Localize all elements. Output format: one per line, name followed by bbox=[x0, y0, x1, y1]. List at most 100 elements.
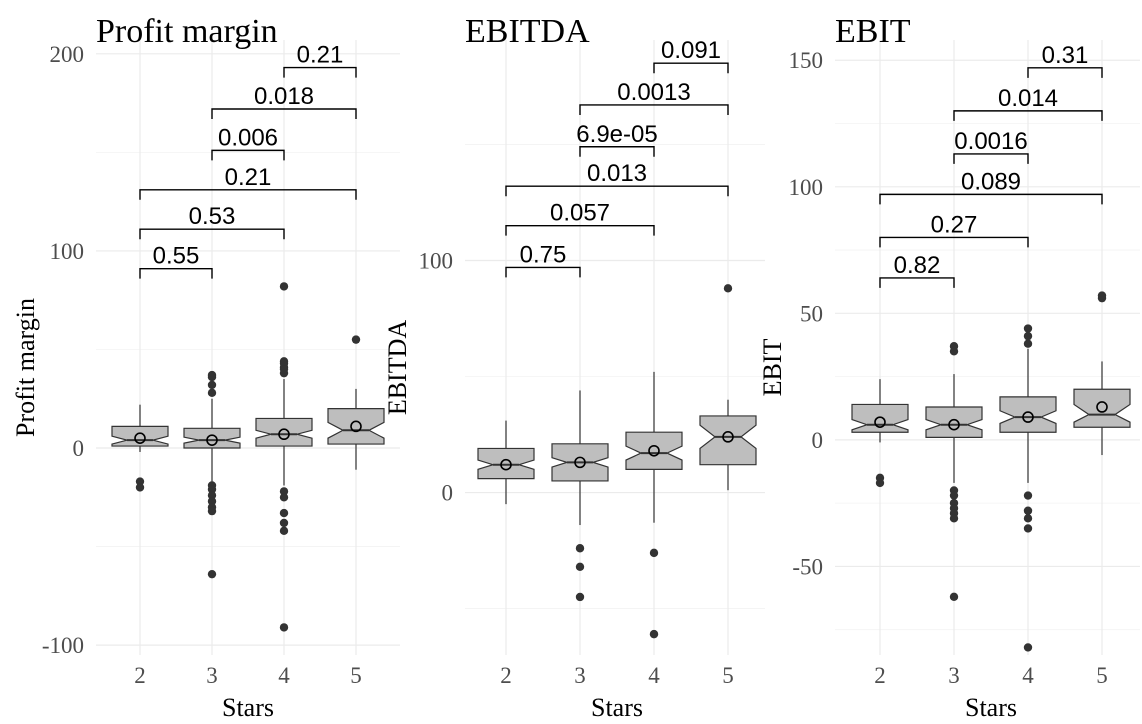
y-tick-label: 0 bbox=[812, 428, 824, 453]
p-value-label: 0.0016 bbox=[954, 128, 1027, 155]
comparison-3-5: 0.014 bbox=[953, 85, 1103, 121]
y-tick-label: 0 bbox=[442, 481, 454, 506]
p-value-label: 0.75 bbox=[520, 241, 567, 268]
comparison-3-5: 0.0013 bbox=[579, 79, 729, 115]
significance-bracket bbox=[1027, 67, 1103, 78]
p-value-label: 0.089 bbox=[961, 168, 1021, 195]
comparison-2-3: 0.82 bbox=[879, 252, 955, 288]
y-tick-label: 100 bbox=[419, 248, 454, 273]
mean-marker bbox=[574, 456, 586, 469]
panel-0: -100 0 100 200 0.55 0.53 0.21 0.006 0.018 0.21 2 3 4… bbox=[11, 13, 400, 722]
significance-bracket bbox=[879, 277, 955, 288]
significance-bracket bbox=[139, 189, 357, 200]
y-tick-label: 100 bbox=[50, 239, 85, 264]
comparison-2-5: 0.089 bbox=[879, 168, 1103, 205]
outlier-point bbox=[207, 491, 217, 500]
outlier-point bbox=[279, 623, 289, 632]
x-tick-label: 3 bbox=[948, 663, 960, 688]
mean-marker bbox=[134, 432, 146, 444]
outlier-point bbox=[279, 487, 289, 496]
x-tick-label: 5 bbox=[1096, 663, 1108, 688]
outlier-point bbox=[723, 284, 733, 293]
y-axis-label: Profit margin bbox=[11, 298, 40, 437]
y-tick-label: 50 bbox=[800, 301, 823, 326]
outlier-point bbox=[1023, 643, 1033, 652]
outlier-point bbox=[1023, 324, 1033, 333]
outlier-point bbox=[207, 506, 217, 516]
outlier-point bbox=[279, 508, 289, 518]
p-value-label: 0.057 bbox=[550, 200, 610, 227]
x-tick-label: 4 bbox=[278, 663, 290, 688]
comparison-2-4: 0.27 bbox=[879, 211, 1029, 248]
mean-marker bbox=[648, 444, 660, 457]
x-tick-label: 3 bbox=[574, 663, 586, 688]
panel-1: 0 100 0.75 0.057 0.013 6.9e-05 0.0013 0.091 2 3 4 5… bbox=[383, 13, 765, 722]
comparison-4-5: 0.31 bbox=[1027, 42, 1103, 78]
comparison-4-5: 0.091 bbox=[653, 37, 729, 74]
significance-bracket bbox=[211, 149, 285, 161]
panel-title: EBIT bbox=[835, 13, 911, 50]
outlier-point bbox=[1023, 331, 1033, 341]
significance-bracket bbox=[139, 228, 285, 240]
y-axis-label: EBITDA bbox=[383, 320, 412, 416]
significance-bracket bbox=[953, 110, 1103, 121]
y-tick-label: -100 bbox=[42, 633, 84, 658]
p-value-label: 0.55 bbox=[153, 243, 200, 270]
box-3 bbox=[551, 390, 609, 602]
p-value-label: 0.018 bbox=[254, 83, 314, 110]
mean-marker bbox=[350, 420, 362, 433]
mean-marker bbox=[206, 434, 218, 446]
box-2 bbox=[111, 404, 169, 492]
outlier-point bbox=[949, 514, 959, 523]
outlier-point bbox=[949, 491, 959, 500]
significance-bracket bbox=[283, 66, 357, 78]
outlier-point bbox=[1023, 506, 1033, 515]
y-tick-label: -50 bbox=[792, 554, 823, 579]
comparison-4-5: 0.21 bbox=[283, 42, 357, 78]
outlier-point bbox=[575, 592, 585, 602]
outlier-point bbox=[1023, 524, 1033, 533]
outlier-point bbox=[875, 478, 885, 488]
p-value-label: 0.27 bbox=[931, 211, 978, 238]
outlier-point bbox=[279, 526, 289, 536]
y-tick-label: 150 bbox=[789, 48, 824, 73]
outlier-point bbox=[1097, 291, 1107, 300]
comparison-3-5: 0.018 bbox=[211, 83, 357, 119]
outlier-point bbox=[279, 359, 289, 368]
panel-2: -50 0 50 100 150 0.82 0.27 0.089 0.0016 0.014 0.31… bbox=[758, 13, 1140, 722]
significance-bracket bbox=[505, 224, 655, 236]
box-4 bbox=[625, 371, 683, 639]
panel-title: EBITDA bbox=[465, 13, 590, 50]
mean-marker bbox=[500, 458, 512, 471]
comparison-2-3: 0.75 bbox=[505, 241, 581, 278]
mean-marker bbox=[278, 428, 290, 441]
outlier-point bbox=[649, 629, 659, 639]
p-value-label: 0.21 bbox=[225, 164, 272, 191]
notched-box bbox=[851, 403, 909, 433]
p-value-label: 0.014 bbox=[998, 85, 1058, 112]
box-2 bbox=[477, 420, 535, 505]
outlier-point bbox=[1023, 491, 1033, 500]
significance-bracket bbox=[579, 146, 655, 157]
notched-box bbox=[111, 425, 169, 447]
outlier-point bbox=[575, 544, 585, 553]
p-value-label: 0.091 bbox=[661, 37, 721, 64]
significance-bracket bbox=[953, 153, 1029, 164]
outlier-point bbox=[279, 493, 289, 502]
box-3 bbox=[183, 370, 241, 579]
mean-marker bbox=[874, 416, 886, 428]
significance-bracket bbox=[505, 185, 729, 197]
outlier-point bbox=[207, 380, 217, 390]
x-tick-label: 4 bbox=[648, 663, 660, 688]
comparison-2-4: 0.53 bbox=[139, 203, 285, 240]
outlier-point bbox=[135, 477, 145, 486]
notched-box bbox=[999, 396, 1057, 433]
comparison-3-4: 0.0016 bbox=[953, 128, 1029, 164]
significance-bracket bbox=[579, 104, 729, 115]
x-tick-label: 2 bbox=[874, 663, 886, 688]
outlier-point bbox=[207, 370, 217, 380]
x-tick-label: 2 bbox=[134, 663, 146, 688]
box-5 bbox=[1073, 291, 1131, 456]
significance-bracket bbox=[505, 266, 581, 278]
box-5 bbox=[327, 335, 385, 470]
